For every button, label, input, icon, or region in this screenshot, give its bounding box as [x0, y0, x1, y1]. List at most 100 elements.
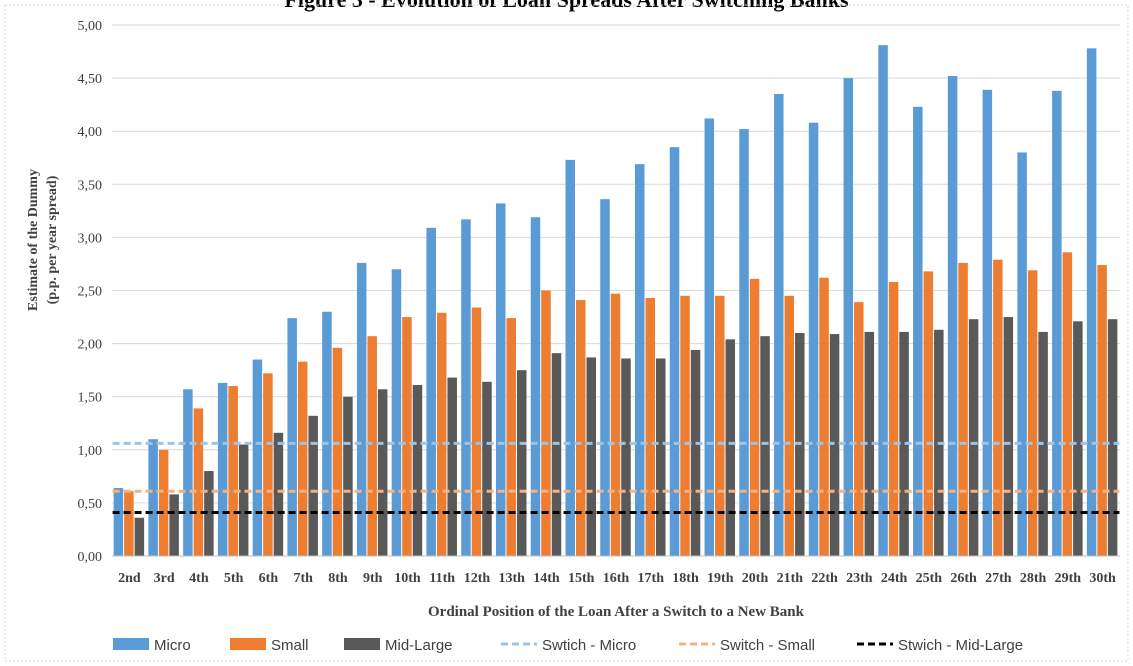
x-tick-label: 4th — [189, 571, 209, 586]
bar-small — [541, 290, 551, 556]
x-tick-label: 2nd — [118, 571, 141, 586]
x-tick-label: 17th — [638, 571, 665, 586]
bar-micro — [982, 89, 993, 557]
x-tick-label: 19th — [707, 571, 734, 586]
bar-small — [1097, 265, 1107, 556]
bar-small — [993, 259, 1003, 556]
x-tick-label: 25th — [916, 571, 943, 586]
bar-small — [471, 307, 482, 556]
bar-small — [436, 312, 447, 556]
bar-micro — [843, 78, 854, 556]
y-tick-label: 2,50 — [78, 285, 103, 300]
bar-micro — [461, 219, 471, 556]
y-tick-label: 3,50 — [78, 178, 103, 193]
x-tick-label: 30th — [1089, 571, 1116, 586]
bar-small — [158, 449, 169, 556]
bar-micro — [530, 217, 541, 557]
bar-micro — [669, 147, 680, 556]
bar-mid-large — [308, 415, 318, 556]
x-tick-label: 11th — [429, 571, 455, 586]
bar-small — [749, 278, 760, 556]
y-tick-label: 3,00 — [78, 231, 103, 246]
bar-micro — [148, 439, 158, 556]
legend-label: Switch - Small — [720, 637, 815, 654]
bar-mid-large — [968, 319, 979, 556]
bar-small — [193, 408, 204, 556]
x-tick-label: 16th — [603, 571, 630, 586]
bar-mid-large — [656, 358, 666, 556]
chart-title: Figure 3 - Evolution of Loan Spreads Aft… — [0, 0, 1133, 13]
chart-border — [4, 4, 1129, 662]
legend-label: Stwich - Mid-Large — [898, 637, 1023, 654]
x-tick-label: 27th — [985, 571, 1012, 586]
y-tick-label: 4,50 — [78, 72, 103, 87]
bar-micro — [600, 199, 610, 556]
bar-micro — [356, 262, 367, 556]
x-tick-label: 26th — [950, 571, 977, 586]
y-tick-label: 5,00 — [78, 19, 103, 34]
bar-mid-large — [690, 349, 701, 556]
legend-label: Mid-Large — [385, 637, 453, 654]
bar-micro — [252, 359, 263, 556]
bar-micro — [635, 164, 645, 556]
bar-micro — [808, 122, 819, 556]
x-tick-label: 9th — [363, 571, 383, 586]
bar-small — [332, 347, 343, 556]
bar-mid-large — [377, 389, 388, 556]
bar-micro — [913, 106, 923, 557]
bar-mid-large — [864, 331, 875, 556]
bar-small — [958, 262, 968, 556]
x-tick-label: 6th — [259, 571, 279, 586]
bar-small — [506, 318, 516, 556]
bar-mid-large — [1003, 317, 1014, 556]
bar-mid-large — [412, 385, 423, 556]
y-axis-subtitle: (p.p. per year spread) — [45, 175, 60, 304]
bar-micro — [1017, 152, 1027, 556]
bar-mid-large — [273, 432, 284, 556]
bar-small — [923, 271, 934, 556]
x-tick-label: 12th — [464, 571, 491, 586]
bar-micro — [113, 488, 124, 556]
x-tick-label: 22th — [811, 571, 838, 586]
y-tick-label: 2,00 — [78, 338, 103, 353]
y-tick-label: 4,00 — [78, 125, 103, 140]
bar-mid-large — [621, 358, 631, 556]
bar-micro — [878, 45, 888, 556]
bar-mid-large — [899, 331, 909, 556]
y-tick-label: 0,00 — [78, 550, 103, 565]
bar-mid-large — [551, 353, 562, 556]
bar-micro — [287, 318, 297, 556]
bar-mid-large — [516, 370, 527, 556]
x-tick-label: 13th — [498, 571, 525, 586]
x-tick-label: 7th — [293, 571, 313, 586]
x-tick-label: 14th — [533, 571, 560, 586]
x-tick-label: 5th — [224, 571, 244, 586]
legend-swatch — [113, 638, 149, 650]
bar-small — [575, 300, 586, 556]
x-tick-label: 20th — [742, 571, 769, 586]
y-tick-label: 0,50 — [78, 497, 103, 512]
y-tick-label: 1,00 — [78, 444, 103, 459]
x-tick-label: 29th — [1055, 571, 1082, 586]
bar-mid-large — [1107, 319, 1118, 556]
legend-label: Small — [271, 637, 309, 654]
y-axis-title: Estimate of the Dummy — [26, 169, 41, 311]
x-tick-label: 24th — [881, 571, 908, 586]
x-tick-label: 21th — [777, 571, 804, 586]
bar-small — [1062, 252, 1073, 556]
x-tick-label: 15th — [568, 571, 595, 586]
bar-mid-large — [829, 334, 840, 556]
bar-micro — [774, 94, 784, 556]
x-tick-label: 10th — [394, 571, 421, 586]
x-axis-title: Ordinal Position of the Loan After a Swi… — [428, 604, 805, 620]
bar-mid-large — [169, 494, 179, 556]
legend-swatch — [344, 638, 380, 650]
bar-micro — [183, 389, 193, 556]
bar-mid-large — [447, 377, 457, 556]
bar-micro — [1086, 48, 1097, 556]
legend-label: Micro — [154, 637, 191, 654]
bar-small — [715, 295, 725, 556]
bar-small — [297, 361, 308, 556]
bar-mid-large — [1073, 321, 1083, 556]
